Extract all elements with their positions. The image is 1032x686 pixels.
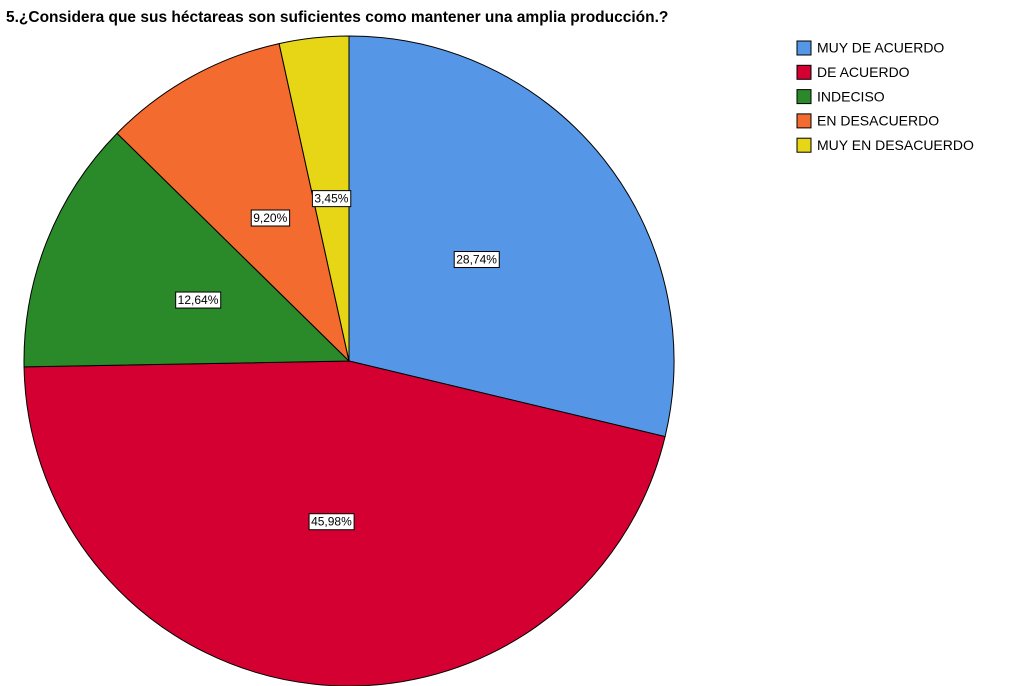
value-label: 12,64% [178, 293, 219, 307]
value-label: 45,98% [311, 515, 352, 529]
pie-slice [348, 35, 675, 438]
legend-label: MUY DE ACUERDO [817, 40, 944, 56]
legend-swatch [796, 64, 812, 80]
chart-title: 5.¿Considera que sus héctareas son sufic… [6, 9, 668, 26]
label-box [250, 209, 291, 227]
legend-label: INDECISO [817, 88, 885, 104]
value-label: 9,20% [253, 211, 287, 225]
pie-slice [116, 43, 350, 363]
pie-slice [23, 132, 351, 368]
label-box [311, 190, 352, 208]
label-box [308, 513, 355, 531]
legend-swatch [796, 137, 812, 153]
label-box [175, 291, 222, 309]
legend-label: DE ACUERDO [817, 64, 910, 80]
legend-label: EN DESACUERDO [817, 113, 939, 129]
legend-label: MUY EN DESACUERDO [817, 137, 974, 153]
legend-swatch [796, 89, 812, 105]
value-label: 3,45% [314, 192, 348, 206]
legend-swatch [796, 113, 812, 129]
legend-swatch [796, 40, 812, 56]
label-box [453, 251, 500, 269]
value-label: 28,74% [456, 253, 497, 267]
